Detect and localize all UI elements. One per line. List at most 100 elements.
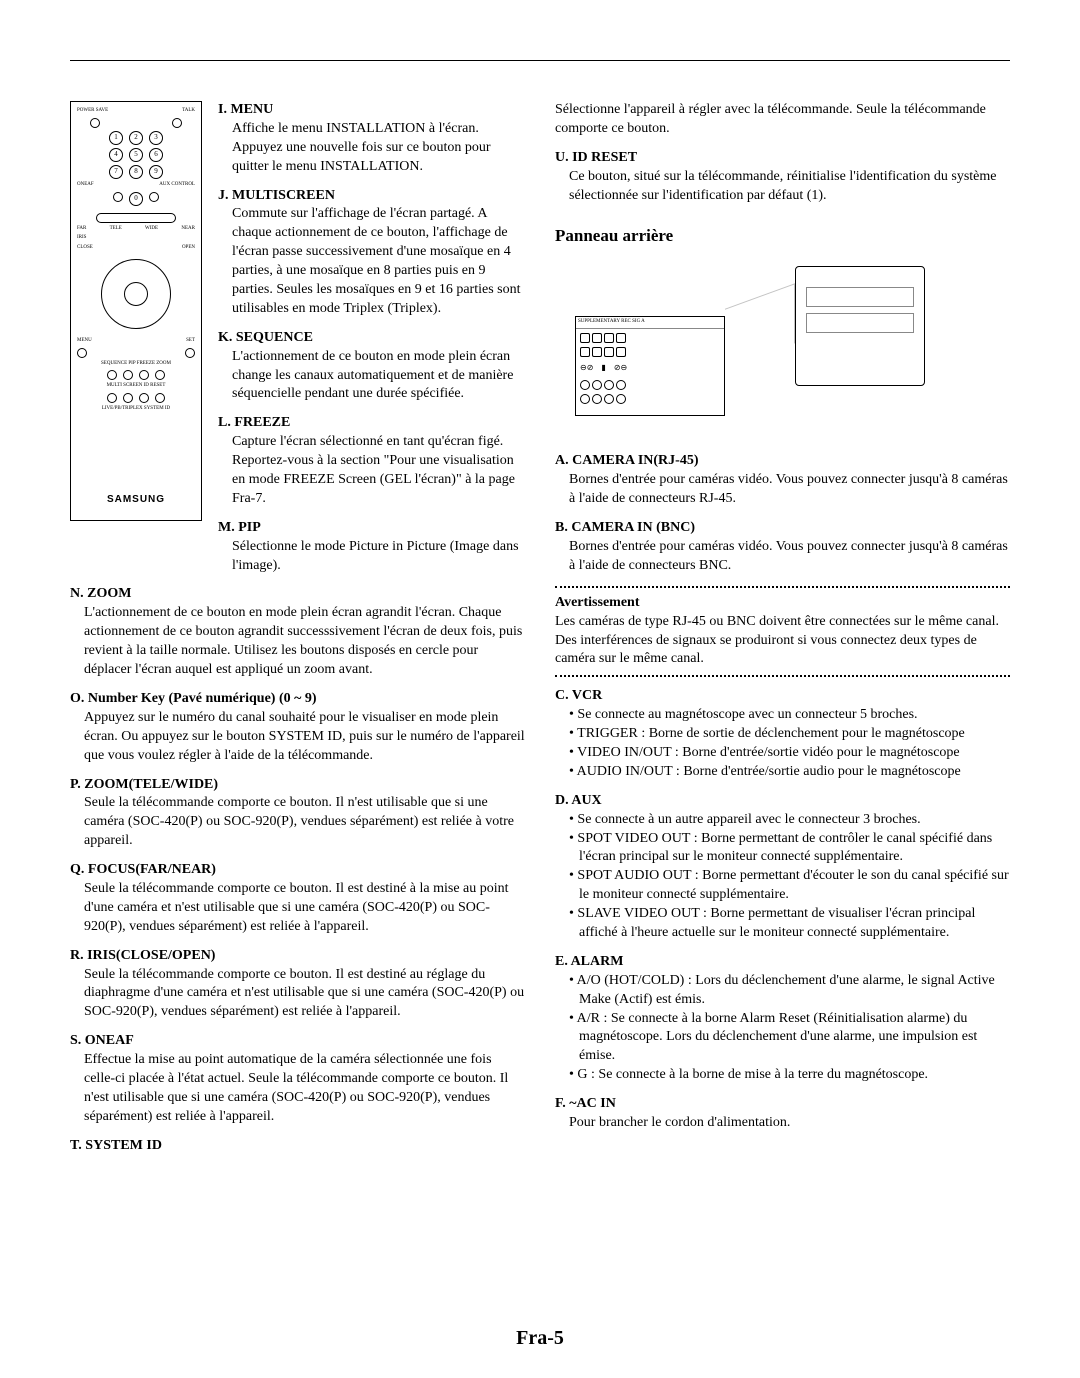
num-key: 4 bbox=[109, 148, 123, 162]
focus-bar bbox=[96, 213, 176, 223]
warning-body: Les caméras de type RJ-45 ou BNC doivent… bbox=[555, 613, 1010, 670]
list-item: A/O (HOT/COLD) : Lors du déclenchement d… bbox=[569, 972, 1010, 1010]
section-body: Commute sur l'affichage de l'écran parta… bbox=[218, 205, 525, 318]
num-key: 2 bbox=[129, 131, 143, 145]
section-body: L'actionnement de ce bouton en mode plei… bbox=[70, 604, 525, 680]
top-rule bbox=[70, 60, 1010, 61]
remote-label: MULTI SCREEN ID RESET bbox=[107, 383, 166, 390]
bullet-list: Se connecte à un autre appareil avec le … bbox=[555, 811, 1010, 943]
menu-btn-icon bbox=[77, 348, 87, 358]
section-d: D. AUX Se connecte à un autre appareil a… bbox=[555, 792, 1010, 943]
section-p: P. ZOOM(TELE/WIDE) Seule la télécommande… bbox=[70, 776, 525, 852]
section-body: Affiche le menu INSTALLATION à l'écran. … bbox=[218, 120, 525, 177]
num-key: 1 bbox=[109, 131, 123, 145]
remote-label: SEQUENCE PIP FREEZE ZOOM bbox=[101, 361, 171, 368]
freeze-icon bbox=[139, 370, 149, 380]
section-head: R. IRIS(CLOSE/OPEN) bbox=[70, 947, 525, 966]
samsung-logo: SAMSUNG bbox=[107, 493, 165, 507]
list-item: TRIGGER : Borne de sortie de déclencheme… bbox=[569, 725, 1010, 744]
section-body: Capture l'écran sélectionné en tant qu'é… bbox=[218, 433, 525, 509]
monitor-back-icon bbox=[795, 266, 925, 386]
connector-panel-icon: SUPPLEMENTARY REC SIG A ⊖⊘▮⊘⊖ bbox=[575, 316, 725, 416]
rear-panel-figure: SUPPLEMENTARY REC SIG A ⊖⊘▮⊘⊖ bbox=[575, 256, 925, 436]
section-head: J. MULTISCREEN bbox=[218, 187, 525, 206]
left-column: POWER SAVETALK 123 456 789 ONEAFAUX CONT… bbox=[70, 101, 525, 1166]
warning-head: Avertissement bbox=[555, 594, 1010, 613]
section-head: C. VCR bbox=[555, 687, 1010, 706]
list-item: SPOT VIDEO OUT : Borne permettant de con… bbox=[569, 830, 1010, 868]
remote-label: SET bbox=[186, 338, 195, 345]
sysid-icon bbox=[155, 393, 165, 403]
list-item: SPOT AUDIO OUT : Borne permettant d'écou… bbox=[569, 867, 1010, 905]
remote-label: AUX CONTROL bbox=[159, 182, 195, 189]
section-head: O. Number Key (Pavé numérique) (0 ~ 9) bbox=[70, 690, 525, 709]
section-head: B. CAMERA IN (BNC) bbox=[555, 519, 1010, 538]
section-j: J. MULTISCREEN Commute sur l'affichage d… bbox=[218, 187, 525, 319]
seq-icon bbox=[107, 370, 117, 380]
remote-label: POWER SAVE bbox=[77, 108, 108, 115]
section-head: N. ZOOM bbox=[70, 585, 525, 604]
section-body: Ce bouton, situé sur la télécommande, ré… bbox=[555, 168, 1010, 206]
section-body: Seule la télécommande comporte ce bouton… bbox=[70, 880, 525, 937]
section-c: C. VCR Se connecte au magnétoscope avec … bbox=[555, 687, 1010, 781]
remote-label: TALK bbox=[182, 108, 195, 115]
section-head: F. ~AC IN bbox=[555, 1095, 1010, 1114]
section-e: E. ALARM A/O (HOT/COLD) : Lors du déclen… bbox=[555, 953, 1010, 1085]
remote-label: MENU bbox=[77, 338, 92, 345]
rear-panel-title: Panneau arrière bbox=[555, 225, 1010, 248]
remote-label: LIVE/PB/TRIPLEX SYSTEM ID bbox=[102, 406, 170, 413]
section-r: R. IRIS(CLOSE/OPEN) Seule la télécommand… bbox=[70, 947, 525, 1023]
idreset-icon bbox=[139, 393, 149, 403]
section-head: A. CAMERA IN(RJ-45) bbox=[555, 452, 1010, 471]
remote-label: NEAR bbox=[181, 226, 195, 233]
num-key: 7 bbox=[109, 165, 123, 179]
section-head: K. SEQUENCE bbox=[218, 329, 525, 348]
talk-icon bbox=[172, 118, 182, 128]
section-a: A. CAMERA IN(RJ-45) Bornes d'entrée pour… bbox=[555, 452, 1010, 509]
section-body: Sélectionne le mode Picture in Picture (… bbox=[218, 538, 525, 576]
section-head: S. ONEAF bbox=[70, 1032, 525, 1051]
remote-label: CLOSE bbox=[77, 245, 93, 252]
section-b: B. CAMERA IN (BNC) Bornes d'entrée pour … bbox=[555, 519, 1010, 576]
num-key: 9 bbox=[149, 165, 163, 179]
section-u: U. ID RESET Ce bouton, situé sur la télé… bbox=[555, 149, 1010, 206]
section-t: T. SYSTEM ID bbox=[70, 1137, 525, 1156]
section-head: E. ALARM bbox=[555, 953, 1010, 972]
section-head: P. ZOOM(TELE/WIDE) bbox=[70, 776, 525, 795]
section-body: Appuyez sur le numéro du canal souhaité … bbox=[70, 709, 525, 766]
num-key: 6 bbox=[149, 148, 163, 162]
section-body: Seule la télécommande comporte ce bouton… bbox=[70, 794, 525, 851]
list-item: SLAVE VIDEO OUT : Borne permettant de vi… bbox=[569, 905, 1010, 943]
remote-label: OPEN bbox=[182, 245, 195, 252]
section-k: K. SEQUENCE L'actionnement de ce bouton … bbox=[218, 329, 525, 405]
dotted-rule bbox=[555, 586, 1010, 588]
right-column: Sélectionne l'appareil à régler avec la … bbox=[555, 101, 1010, 1166]
section-l: L. FREEZE Capture l'écran sélectionné en… bbox=[218, 414, 525, 508]
oneaf-icon bbox=[113, 192, 123, 202]
zoom-icon bbox=[155, 370, 165, 380]
section-head: I. MENU bbox=[218, 101, 525, 120]
num-key: 0 bbox=[129, 192, 143, 206]
section-head: L. FREEZE bbox=[218, 414, 525, 433]
section-body: Bornes d'entrée pour caméras vidéo. Vous… bbox=[555, 471, 1010, 509]
set-btn-icon bbox=[185, 348, 195, 358]
sections-i-m: I. MENU Affiche le menu INSTALLATION à l… bbox=[218, 101, 525, 585]
section-head: T. SYSTEM ID bbox=[70, 1137, 525, 1156]
num-key: 3 bbox=[149, 131, 163, 145]
section-head: D. AUX bbox=[555, 792, 1010, 811]
dpad-icon bbox=[101, 259, 171, 329]
section-i: I. MENU Affiche le menu INSTALLATION à l… bbox=[218, 101, 525, 177]
section-body: Seule la télécommande comporte ce bouton… bbox=[70, 966, 525, 1023]
section-body: L'actionnement de ce bouton en mode plei… bbox=[218, 348, 525, 405]
section-body: Effectue la mise au point automatique de… bbox=[70, 1051, 525, 1127]
dotted-rule bbox=[555, 675, 1010, 677]
remote-label: IRIS bbox=[77, 235, 86, 242]
remote-label: WIDE bbox=[145, 226, 158, 233]
two-column-layout: POWER SAVETALK 123 456 789 ONEAFAUX CONT… bbox=[70, 101, 1010, 1166]
section-body: Bornes d'entrée pour caméras vidéo. Vous… bbox=[555, 538, 1010, 576]
bullet-list: Se connecte au magnétoscope avec un conn… bbox=[555, 706, 1010, 782]
section-head: U. ID RESET bbox=[555, 149, 1010, 168]
remote-label: ONEAF bbox=[77, 182, 94, 189]
remote-label: TELE bbox=[110, 226, 122, 233]
section-body: Pour brancher le cordon d'alimentation. bbox=[555, 1114, 1010, 1133]
